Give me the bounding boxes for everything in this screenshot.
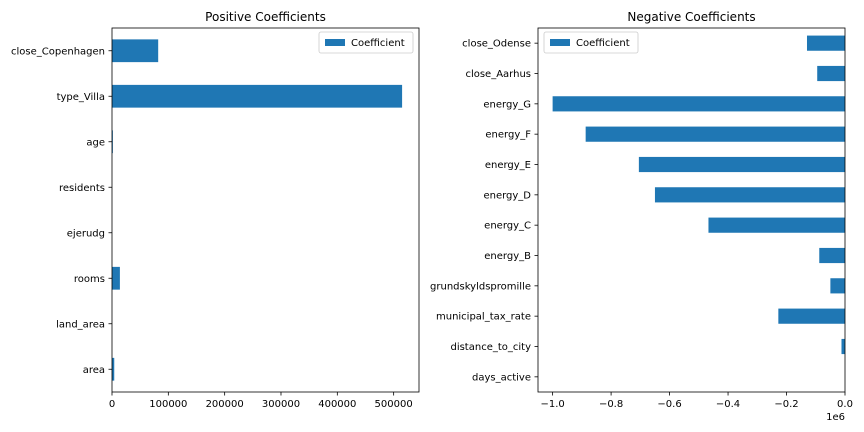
y-tick-label: energy_D [483, 190, 531, 201]
x-tick-label: 300000 [262, 399, 300, 410]
x-axis-offset-label: 1e6 [826, 412, 845, 423]
x-tick-label: 0 [109, 399, 115, 410]
legend-label: Coefficient [576, 38, 630, 49]
y-tick-label: energy_C [484, 221, 531, 232]
bar-close-odense [806, 35, 845, 51]
plot-frame [537, 27, 846, 393]
positive-coefficients-chart: Positive Coefficients close_Copenhagenty… [11, 10, 420, 410]
y-tick-label: ejerudg [67, 228, 105, 239]
y-tick-label: energy_E [485, 160, 531, 171]
bar-grundskyldspromille [830, 278, 845, 294]
x-tick-label: 100000 [149, 399, 187, 410]
y-tick-label: days_active [472, 372, 531, 383]
y-tick-label: municipal_tax_rate [436, 312, 531, 323]
bar-distance-to-city [841, 338, 845, 355]
y-tick-label: land_area [56, 319, 105, 330]
x-tick-label: 0.0 [837, 399, 853, 410]
bar-energy-d [654, 187, 845, 203]
bar-energy-g [552, 96, 845, 112]
legend-label: Coefficient [351, 38, 405, 49]
x-tick-label: −0.4 [716, 399, 740, 410]
x-tick-label: 400000 [318, 399, 356, 410]
chart-title: Negative Coefficients [627, 10, 755, 24]
bar-age [112, 130, 113, 154]
x-tick-label: 200000 [206, 399, 244, 410]
bar-energy-e [638, 156, 845, 173]
y-tick-label: residents [59, 183, 105, 194]
y-tick-label: close_Aarhus [465, 69, 531, 80]
x-tick-label: 500000 [375, 399, 413, 410]
y-tick-label: energy_F [485, 130, 531, 141]
x-tick-label: −1.0 [540, 399, 564, 410]
bar-energy-c [708, 217, 845, 233]
y-tick-label: grundskyldspromille [430, 281, 531, 292]
y-tick-label: type_Villa [57, 92, 105, 103]
y-tick-label: energy_G [483, 99, 531, 110]
legend-box [318, 31, 414, 54]
negative-coefficients-chart: Negative Coefficients close_Odense close_… [430, 10, 853, 423]
legend-swatch [550, 39, 570, 46]
y-tick-label: close_Odense [462, 39, 531, 50]
bar-energy-b [819, 247, 845, 264]
bar-rooms [112, 266, 120, 290]
y-tick-label: age [86, 137, 105, 148]
plot-frame [111, 27, 420, 393]
legend-swatch [325, 39, 345, 46]
legend-box [543, 31, 639, 54]
y-tick-label: energy_B [484, 251, 531, 262]
bar-area [112, 357, 115, 381]
chart-title: Positive Coefficients [205, 10, 326, 24]
bar-type-villa [112, 84, 403, 108]
y-tick-label: distance_to_city [450, 342, 531, 353]
y-tick-label: close_Copenhagen [11, 46, 105, 57]
x-tick-label: −0.6 [657, 399, 681, 410]
bar-close-copenhagen [112, 39, 159, 63]
bar-municipal-tax-rate [778, 308, 845, 324]
y-tick-label: area [83, 365, 105, 376]
bar-energy-f [585, 126, 845, 142]
bar-close-aarhus [817, 65, 845, 82]
x-tick-label: −0.2 [774, 399, 798, 410]
y-tick-label: rooms [74, 274, 105, 285]
x-tick-label: −0.8 [599, 399, 623, 410]
